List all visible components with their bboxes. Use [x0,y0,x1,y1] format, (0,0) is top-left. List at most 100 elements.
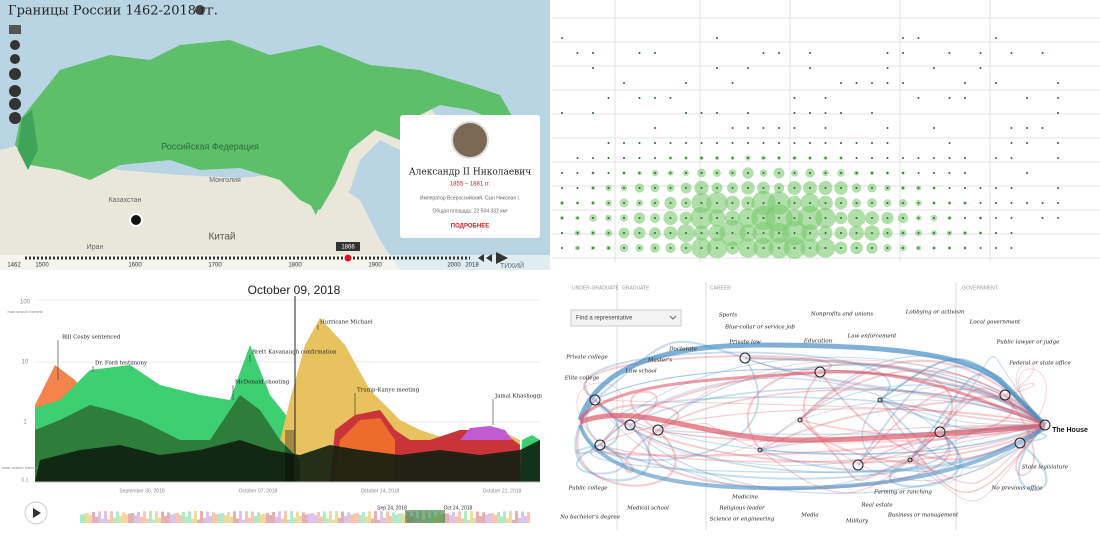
mini-bar [527,512,530,523]
annotation: Dr. Ford testimony [95,361,148,367]
mini-bar [137,511,140,523]
tool-icon[interactable] [10,40,20,50]
dot-center [995,157,997,159]
details-button[interactable]: ПОДРОБНЕЕ [451,224,489,230]
dot-center [576,217,579,219]
dot-center [902,217,904,219]
flow [594,399,1046,455]
zoom-out[interactable] [9,98,21,110]
mini-bar [509,511,512,523]
dot-center [964,202,966,204]
dot-center [576,247,579,249]
dot-center [948,142,951,144]
dot-center [607,232,610,234]
dot-center [824,142,827,144]
mini-bar [344,516,347,523]
dot-center [1026,172,1028,174]
dot-center [979,187,982,189]
dot-center [809,157,811,159]
search-box[interactable] [570,309,682,327]
dot-center [700,172,703,174]
flow [594,340,746,401]
tool-icon[interactable] [9,112,21,124]
range-window[interactable] [405,510,445,523]
dot-center [809,217,811,219]
dropdown-arrow[interactable] [669,315,677,320]
dot-center [886,127,889,129]
dot-center [747,142,749,144]
dot-center [809,52,811,54]
mini-bar [380,511,383,523]
dot-center [561,172,563,174]
y-label: 10 [22,360,29,366]
mini-bar [206,511,209,523]
dot-center [902,232,904,234]
mini-bar [326,518,329,523]
dot-center [607,157,610,159]
dot-center [685,232,687,234]
tool-icon[interactable] [9,68,21,80]
search-placeholder[interactable]: Find a representative [576,316,633,322]
rewind-button[interactable] [478,254,492,262]
mini-bar [464,511,467,523]
dot-center [669,247,672,249]
dot-center [762,232,765,234]
mini-bar [95,516,98,523]
mini-bar [299,516,302,523]
node-label: Private law [728,340,761,346]
x-label: September 30, 2018 [119,488,165,494]
y-label: 1 [23,420,27,426]
timeline-handle[interactable] [343,253,353,263]
sankey-panel [552,272,1100,539]
node-label: Science or engineering [710,517,775,523]
dot-center [809,247,811,249]
dot-center [731,142,734,144]
flow [584,351,891,401]
timeline-tick: 2018 [465,263,479,269]
dot-center [654,232,656,234]
dot-center [917,217,920,219]
dot-center [902,52,904,54]
flow [759,431,941,494]
flow [909,424,1046,502]
dot-center [1057,97,1059,99]
tool-icon[interactable] [9,25,21,34]
mini-bar [191,518,194,523]
dot-center [933,232,935,234]
dot-center [840,247,842,249]
node [1039,419,1051,431]
dot-center [561,112,563,114]
dot-center [592,172,594,174]
play-button[interactable] [496,252,508,264]
dot-center [716,232,718,234]
dot-center [762,247,765,249]
dot-center [716,247,718,249]
mini-bar [182,511,185,523]
tool-icon[interactable] [10,54,20,64]
dot-center [1010,187,1013,189]
dot-center [855,142,858,144]
zoom-in[interactable] [9,85,21,97]
dot-center [840,82,842,84]
mini-bar [161,511,164,523]
dot-center [855,187,858,189]
ruler-card [400,115,540,238]
dot-center [886,142,889,144]
flow [629,390,659,431]
mini-bar [128,513,131,523]
mini-bar [296,511,299,523]
dot-center [778,52,780,54]
dot-center [793,112,796,114]
play-icon[interactable] [33,508,41,518]
dot-center [824,217,827,219]
info-icon[interactable] [195,5,205,15]
dot-center [1041,127,1044,129]
mini-bar [116,511,119,523]
mini-bar [371,518,374,523]
mini-bar [500,516,503,523]
mini-bar [374,511,377,523]
russia [15,40,520,210]
dot-center [793,202,796,204]
node-label: Doctorate [668,347,697,353]
dot-center [855,232,858,234]
